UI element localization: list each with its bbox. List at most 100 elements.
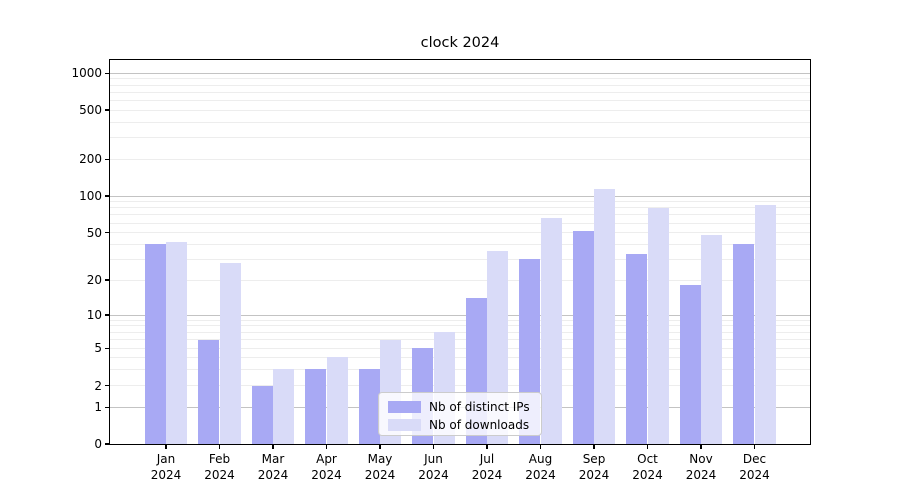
gridline-minor-900 <box>110 78 810 80</box>
x-tick-label-oct: Oct 2024 <box>632 452 663 482</box>
x-tick-label-aug: Aug 2024 <box>525 452 556 482</box>
x-tick-label-jan: Jan 2024 <box>150 452 182 482</box>
chart-title: clock 2024 <box>420 35 500 51</box>
y-tick-mark-50 <box>104 232 110 234</box>
bar-distinct-ips-mar <box>251 385 273 444</box>
gridline-minor-700 <box>110 91 810 93</box>
y-tick-mark-2 <box>104 385 110 387</box>
bar-distinct-ips-sep <box>572 230 594 444</box>
x-tick-mark-nov <box>700 444 702 449</box>
gridline-minor-3 <box>110 368 810 370</box>
x-tick-mark-jan <box>165 444 167 449</box>
y-tick-label-50: 50 <box>86 225 102 240</box>
x-tick-mark-sep <box>593 444 595 449</box>
bar-distinct-ips-may <box>358 369 380 444</box>
bar-downloads-nov <box>701 234 723 444</box>
gridline-minor-80 <box>110 207 810 209</box>
bar-distinct-ips-feb <box>198 339 220 444</box>
y-tick-mark-100 <box>104 195 110 197</box>
bar-downloads-sep <box>594 188 616 444</box>
x-tick-mark-jun <box>432 444 435 449</box>
gridline-minor-30 <box>110 258 810 260</box>
legend-label-downloads: Nb of downloads <box>429 417 530 432</box>
legend-label-distinct-ips: Nb of distinct IPs <box>429 399 530 414</box>
bar-distinct-ips-jan <box>144 244 166 444</box>
bar-distinct-ips-apr <box>305 369 327 444</box>
y-tick-mark-500 <box>104 109 110 111</box>
x-tick-mark-apr <box>325 444 328 449</box>
bar-downloads-feb <box>219 262 241 444</box>
gridline-minor-200 <box>110 158 810 160</box>
bar-downloads-apr <box>326 357 348 444</box>
bar-downloads-aug <box>540 218 562 444</box>
y-tick-label-5: 5 <box>94 341 102 356</box>
x-tick-mark-mar <box>272 444 274 449</box>
gridline-minor-8 <box>110 325 810 327</box>
y-tick-label-1000: 1000 <box>71 66 102 81</box>
gridline-minor-500 <box>110 109 810 111</box>
gridline-minor-60 <box>110 222 810 224</box>
gridline-minor-300 <box>110 136 810 138</box>
legend-swatch-downloads <box>388 418 421 431</box>
y-tick-label-100: 100 <box>79 189 102 203</box>
x-tick-mark-dec <box>753 444 756 449</box>
plot-area <box>109 59 811 445</box>
x-tick-mark-jul <box>486 444 488 449</box>
y-tick-label-1: 1 <box>94 400 102 415</box>
gridline-minor-800 <box>110 84 810 86</box>
y-tick-mark-5 <box>104 347 110 349</box>
gridline-minor-70 <box>110 214 810 216</box>
x-tick-mark-feb <box>218 444 221 449</box>
x-tick-mark-aug <box>539 444 542 449</box>
gridline-minor-6 <box>110 339 810 341</box>
bar-distinct-ips-oct <box>626 254 648 444</box>
x-tick-label-jul: Jul 2024 <box>471 452 503 482</box>
gridline-minor-20 <box>110 279 810 281</box>
y-tick-label-2: 2 <box>94 378 102 393</box>
bar-distinct-ips-nov <box>679 285 701 444</box>
y-tick-label-200: 200 <box>79 152 102 167</box>
y-tick-label-500: 500 <box>79 103 102 117</box>
x-tick-mark-oct <box>646 444 649 449</box>
gridline-major-10 <box>110 314 810 316</box>
gridline-minor-2 <box>110 385 810 387</box>
y-tick-mark-10 <box>104 314 110 316</box>
gridline-major-100 <box>110 195 810 197</box>
x-tick-mark-may <box>379 444 381 449</box>
gridline-minor-9 <box>110 319 810 321</box>
y-tick-mark-1 <box>104 406 110 408</box>
gridline-minor-90 <box>110 201 810 203</box>
x-tick-label-nov: Nov 2024 <box>685 452 717 482</box>
gridline-minor-5 <box>110 347 810 349</box>
legend-swatch-distinct-ips <box>388 400 421 413</box>
y-tick-mark-200 <box>104 158 110 160</box>
bar-downloads-jan <box>166 241 188 444</box>
y-tick-label-20: 20 <box>86 273 102 287</box>
legend: Nb of distinct IPs Nb of downloads <box>378 392 542 436</box>
x-tick-label-dec: Dec 2024 <box>739 452 770 482</box>
gridline-minor-600 <box>110 99 810 101</box>
y-tick-mark-0 <box>104 443 110 445</box>
bar-downloads-dec <box>754 204 776 444</box>
bar-downloads-oct <box>647 207 669 444</box>
x-tick-label-mar: Mar 2024 <box>257 452 289 482</box>
legend-item-distinct-ips: Nb of distinct IPs <box>388 398 532 415</box>
gridline-minor-400 <box>110 121 810 123</box>
x-tick-label-may: May 2024 <box>364 452 396 482</box>
legend-item-downloads: Nb of downloads <box>388 416 532 433</box>
x-tick-label-sep: Sep 2024 <box>578 452 610 482</box>
gridline-major-1000 <box>110 72 810 74</box>
y-tick-mark-1000 <box>104 72 110 74</box>
gridline-minor-4 <box>110 356 810 358</box>
x-tick-label-jun: Jun 2024 <box>418 452 449 482</box>
x-tick-label-feb: Feb 2024 <box>204 452 235 482</box>
y-tick-mark-20 <box>104 279 110 281</box>
y-tick-label-0: 0 <box>94 437 102 451</box>
bar-distinct-ips-dec <box>733 244 755 444</box>
x-tick-label-apr: Apr 2024 <box>311 452 342 482</box>
y-tick-label-10: 10 <box>86 308 102 322</box>
bar-downloads-mar <box>273 369 295 444</box>
gridline-minor-40 <box>110 243 810 245</box>
gridline-minor-50 <box>110 232 810 234</box>
